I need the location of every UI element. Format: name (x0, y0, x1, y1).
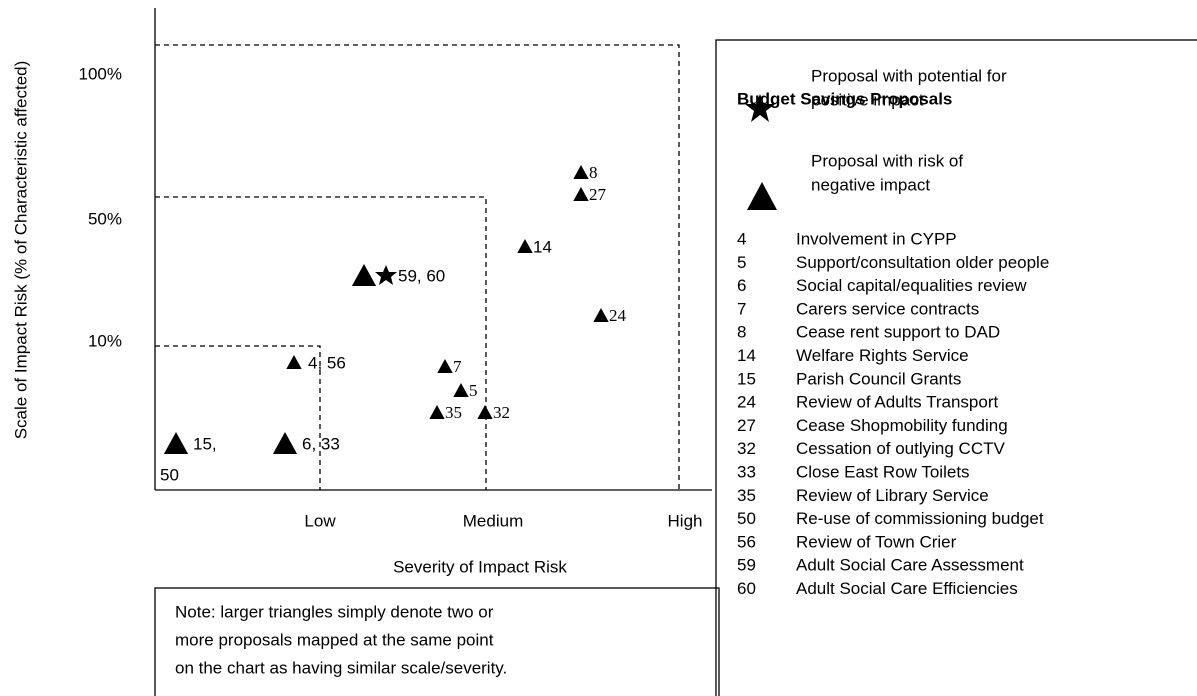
legend-number: 33 (737, 462, 756, 481)
legend-text: Review of Adults Transport (796, 393, 998, 412)
x-label: Medium (463, 511, 523, 530)
legend-symbol-text: positive impact (811, 90, 924, 109)
impact-triangle (593, 308, 609, 322)
legend-number: 32 (737, 439, 756, 458)
y-label: 50% (88, 209, 122, 228)
legend-text: Support/consultation older people (796, 253, 1049, 272)
legend-text: Adult Social Care Assessment (796, 556, 1024, 575)
zone-high (155, 44, 680, 490)
point-label: 5 (469, 381, 478, 400)
legend-text: Social capital/equalities review (796, 276, 1027, 295)
legend-text: Re-use of commissioning budget (796, 509, 1044, 528)
point-label: 4, 56 (308, 353, 346, 372)
y-label: 100% (79, 64, 122, 83)
point-label: 14 (533, 237, 552, 256)
y-label: 10% (88, 331, 122, 350)
impact-triangle (477, 405, 493, 419)
x-label: Low (304, 511, 336, 530)
legend-number: 59 (737, 556, 756, 575)
legend-number: 7 (737, 299, 746, 318)
legend-text: Parish Council Grants (796, 369, 961, 388)
x-label: High (668, 511, 703, 530)
point-label: 35 (445, 403, 462, 422)
point-label: 7 (453, 357, 462, 376)
point-label: 59, 60 (398, 266, 445, 285)
x-title: Severity of Impact Risk (393, 557, 567, 576)
legend-number: 24 (737, 393, 756, 412)
zone-low (155, 345, 321, 490)
impact-triangle (286, 355, 302, 369)
impact-triangle (517, 239, 533, 253)
impact-triangle (163, 432, 189, 454)
legend-number: 14 (737, 346, 756, 365)
legend-number: 6 (737, 276, 746, 295)
impact-triangle (429, 405, 445, 419)
legend-number: 27 (737, 416, 756, 435)
legend-symbol-text: Proposal with risk of (811, 151, 963, 170)
legend-triangle (747, 182, 777, 210)
impact-triangle (272, 432, 298, 454)
legend-number: 8 (737, 323, 746, 342)
legend-number: 4 (737, 229, 746, 248)
legend-text: Welfare Rights Service (796, 346, 969, 365)
impact-triangle (573, 187, 589, 201)
impact-triangle (573, 165, 589, 179)
legend-text: Carers service contracts (796, 299, 979, 318)
legend-number: 15 (737, 369, 756, 388)
legend-text: Cessation of outlying CCTV (796, 439, 1005, 458)
legend-number: 5 (737, 253, 746, 272)
point-label: 32 (493, 403, 510, 422)
point-label: 24 (609, 306, 627, 325)
point-label: 15, (193, 434, 217, 453)
legend-text: Involvement in CYPP (796, 229, 957, 248)
point-label: 6, 33 (302, 434, 340, 453)
zone-medium (155, 196, 487, 490)
legend-star (745, 94, 775, 122)
legend-text: Cease rent support to DAD (796, 323, 1000, 342)
point-label: 50 (160, 465, 179, 484)
note-box (154, 587, 720, 696)
impact-star (375, 265, 397, 285)
legend-number: 50 (737, 509, 756, 528)
legend-box (715, 39, 1197, 696)
legend-text: Cease Shopmobility funding (796, 416, 1008, 435)
impact-triangle (437, 359, 453, 373)
note-line: on the chart as having similar scale/sev… (175, 658, 507, 677)
legend-title: Budget Savings Proposals (737, 89, 952, 108)
legend-number: 56 (737, 532, 756, 551)
impact-triangle (351, 264, 377, 286)
note-line: Note: larger triangles simply denote two… (175, 602, 494, 621)
note-line: more proposals mapped at the same point (175, 630, 494, 649)
point-label: 8 (589, 163, 598, 182)
point-label: 27 (589, 185, 607, 204)
legend-text: Review of Town Crier (796, 532, 957, 551)
legend-number: 60 (737, 579, 756, 598)
y-title: Scale of Impact Risk (% of Characteristi… (11, 61, 30, 440)
legend-symbol-text: negative impact (811, 175, 930, 194)
legend-number: 35 (737, 486, 756, 505)
legend-text: Review of Library Service (796, 486, 989, 505)
legend-text: Adult Social Care Efficiencies (796, 579, 1018, 598)
legend-symbol-text: Proposal with potential for (811, 66, 1007, 85)
impact-triangle (453, 383, 469, 397)
legend-text: Close East Row Toilets (796, 462, 970, 481)
